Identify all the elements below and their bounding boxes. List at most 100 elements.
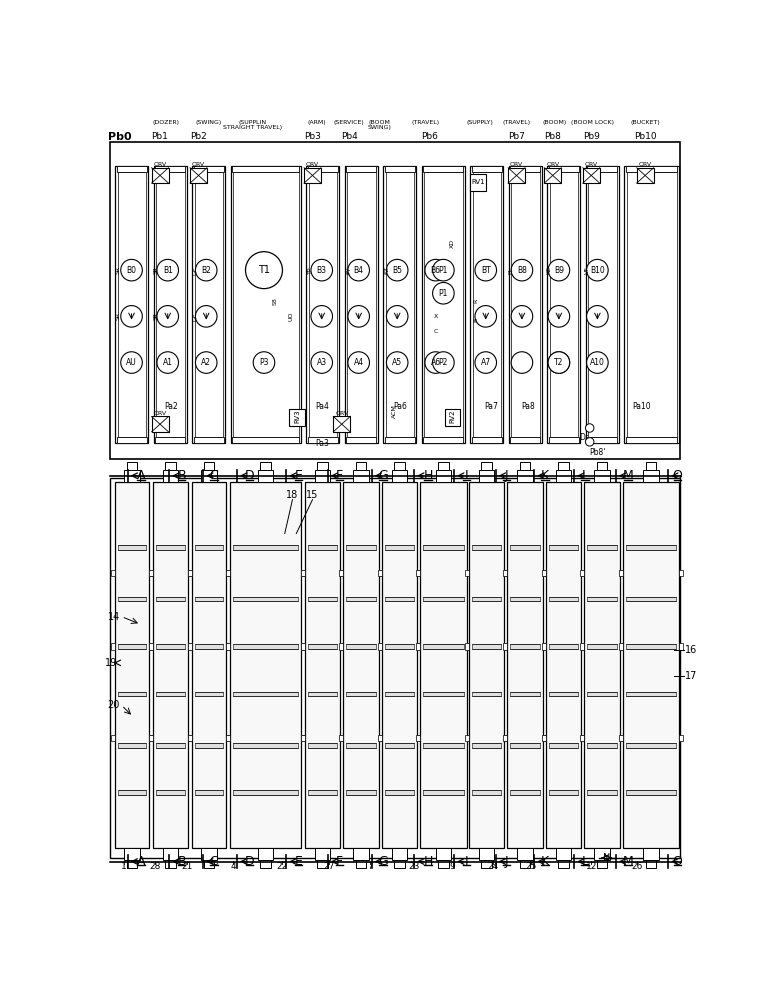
Bar bbox=[233, 743, 298, 748]
Circle shape bbox=[548, 352, 570, 373]
Bar bbox=[472, 597, 501, 601]
Circle shape bbox=[387, 306, 408, 327]
Bar bbox=[156, 692, 185, 696]
Text: A1: A1 bbox=[163, 358, 173, 367]
Bar bbox=[345, 145, 354, 155]
Bar bbox=[542, 735, 546, 741]
Bar bbox=[508, 168, 525, 183]
Text: (SWING): (SWING) bbox=[195, 120, 222, 125]
Text: RV2: RV2 bbox=[449, 410, 455, 423]
Text: ORV: ORV bbox=[546, 162, 559, 167]
Bar bbox=[469, 482, 504, 848]
Bar bbox=[550, 172, 578, 437]
Text: 25: 25 bbox=[526, 862, 537, 871]
Bar bbox=[149, 570, 153, 576]
Bar bbox=[470, 174, 486, 191]
Bar bbox=[394, 462, 405, 470]
Bar bbox=[117, 166, 147, 172]
Bar bbox=[385, 743, 414, 748]
Text: 9: 9 bbox=[450, 862, 455, 871]
Circle shape bbox=[425, 259, 446, 281]
Circle shape bbox=[159, 148, 161, 150]
Text: KE: KE bbox=[547, 266, 551, 274]
Bar bbox=[503, 643, 507, 650]
Text: RV1: RV1 bbox=[471, 179, 485, 185]
Bar bbox=[620, 735, 624, 741]
Bar bbox=[556, 848, 571, 860]
Bar bbox=[290, 409, 305, 426]
Text: (BOOM): (BOOM) bbox=[542, 120, 567, 125]
Circle shape bbox=[200, 148, 201, 150]
Bar bbox=[619, 643, 623, 650]
Bar bbox=[378, 643, 382, 650]
Text: SR: SR bbox=[116, 312, 121, 320]
Circle shape bbox=[157, 352, 178, 373]
Text: Pb1: Pb1 bbox=[151, 132, 168, 141]
Circle shape bbox=[548, 259, 570, 281]
Bar bbox=[417, 570, 421, 576]
Text: J: J bbox=[505, 469, 508, 482]
Circle shape bbox=[593, 148, 594, 150]
Text: E: E bbox=[295, 855, 303, 868]
Bar bbox=[465, 735, 469, 741]
Text: ORV: ORV bbox=[306, 162, 319, 167]
Bar bbox=[233, 597, 298, 601]
Text: I: I bbox=[465, 855, 469, 868]
Bar bbox=[226, 735, 230, 741]
Circle shape bbox=[310, 144, 311, 146]
Bar bbox=[503, 735, 507, 741]
Text: P1: P1 bbox=[438, 266, 448, 275]
Bar bbox=[347, 644, 376, 649]
Circle shape bbox=[157, 306, 178, 327]
Circle shape bbox=[585, 438, 594, 446]
Text: H: H bbox=[423, 469, 432, 482]
Circle shape bbox=[387, 259, 408, 281]
Bar bbox=[165, 462, 176, 470]
Bar bbox=[317, 860, 328, 868]
Bar bbox=[114, 482, 149, 848]
Text: R: R bbox=[473, 299, 478, 303]
Bar bbox=[379, 570, 383, 576]
Bar bbox=[308, 437, 338, 443]
Circle shape bbox=[117, 144, 119, 146]
Bar bbox=[510, 692, 540, 696]
Bar bbox=[542, 570, 546, 576]
Bar bbox=[472, 545, 501, 550]
Bar bbox=[315, 848, 330, 860]
Text: K: K bbox=[541, 855, 549, 868]
Bar bbox=[423, 166, 463, 172]
Bar bbox=[188, 570, 191, 576]
Bar bbox=[549, 790, 578, 795]
Bar bbox=[156, 644, 185, 649]
Bar bbox=[472, 172, 501, 437]
Circle shape bbox=[346, 148, 348, 150]
Bar bbox=[581, 643, 585, 650]
Bar bbox=[149, 735, 153, 741]
Circle shape bbox=[117, 148, 119, 150]
Bar bbox=[127, 860, 137, 868]
Bar bbox=[626, 644, 676, 649]
Text: ORV: ORV bbox=[192, 162, 205, 167]
Text: F: F bbox=[336, 855, 343, 868]
Bar bbox=[315, 470, 330, 482]
Bar bbox=[549, 743, 578, 748]
Bar bbox=[549, 597, 578, 601]
Bar bbox=[581, 570, 584, 576]
Bar bbox=[549, 644, 578, 649]
Bar bbox=[587, 644, 617, 649]
Bar bbox=[155, 145, 164, 155]
Circle shape bbox=[587, 259, 608, 281]
Text: B5: B5 bbox=[392, 266, 402, 275]
Circle shape bbox=[310, 148, 311, 150]
Circle shape bbox=[348, 148, 350, 150]
Bar bbox=[423, 545, 464, 550]
Bar bbox=[156, 597, 185, 601]
Bar bbox=[558, 860, 569, 868]
Bar bbox=[151, 416, 168, 432]
Bar bbox=[385, 597, 414, 601]
Bar bbox=[512, 145, 521, 155]
Text: ORV: ORV bbox=[335, 411, 348, 416]
Text: (BOOM LOCK): (BOOM LOCK) bbox=[571, 120, 615, 125]
Bar bbox=[308, 545, 337, 550]
Bar bbox=[520, 462, 530, 470]
